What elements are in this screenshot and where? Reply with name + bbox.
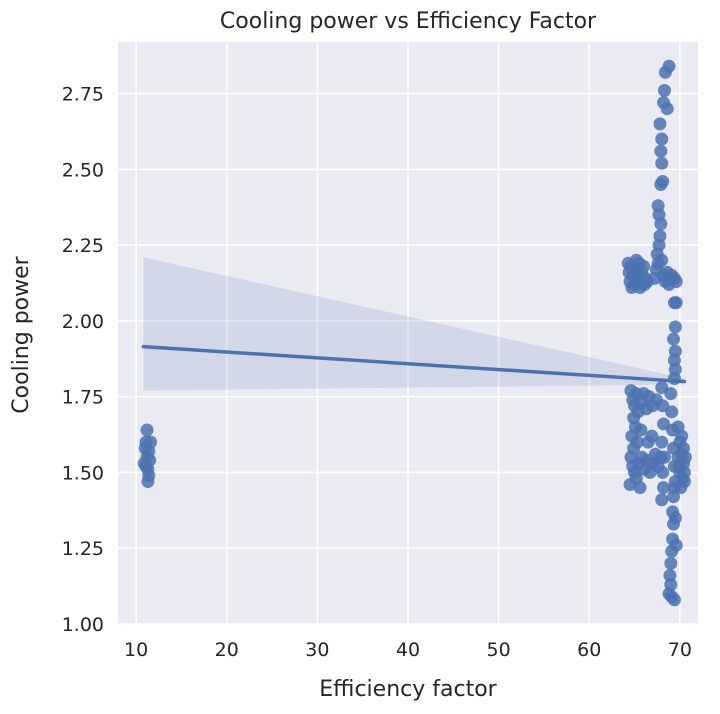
data-point (677, 475, 691, 489)
data-point (645, 429, 659, 443)
data-point (662, 59, 676, 73)
data-point (140, 423, 154, 437)
x-tick-label: 40 (396, 639, 420, 661)
data-point (655, 132, 669, 146)
data-point (669, 538, 683, 552)
x-tick-label: 60 (577, 639, 601, 661)
data-point (656, 465, 670, 479)
y-tick-label: 2.00 (62, 311, 104, 333)
data-point (653, 117, 667, 131)
data-point (675, 429, 689, 443)
data-point (669, 296, 683, 310)
data-point (656, 174, 670, 188)
tick-labels: 10 20 30 40 50 60 70 1.00 1.25 1.50 1.75 2.00 2.25 2.… (62, 84, 692, 661)
data-point (667, 332, 681, 346)
data-point (655, 253, 669, 267)
data-point (623, 478, 637, 492)
data-point (655, 435, 669, 449)
x-tick-label: 20 (215, 639, 239, 661)
data-point (657, 481, 671, 495)
data-point (638, 278, 652, 291)
grid-lines (118, 42, 698, 625)
x-tick-label: 30 (305, 639, 329, 661)
data-point (634, 423, 648, 437)
data-point (625, 281, 639, 295)
y-tick-label: 1.00 (62, 614, 104, 636)
data-point (665, 405, 679, 419)
data-point (653, 229, 667, 243)
data-point (660, 102, 674, 116)
x-tick-label: 70 (668, 639, 692, 661)
y-tick-label: 1.75 (62, 387, 104, 409)
chart-title: Cooling power vs Efficiency Factor (220, 9, 597, 34)
data-point (142, 444, 156, 458)
data-point (630, 435, 644, 449)
data-points (137, 59, 692, 607)
regression-line-layer (141, 344, 687, 384)
confidence-band (143, 257, 685, 391)
y-tick-label: 2.75 (62, 84, 104, 106)
data-point (655, 156, 669, 170)
data-point (655, 493, 669, 507)
data-point (668, 320, 682, 334)
data-point (654, 144, 668, 158)
y-tick-label: 1.50 (62, 462, 104, 484)
x-tick-label: 10 (124, 639, 148, 661)
y-tick-label: 2.50 (62, 159, 104, 181)
data-point (139, 459, 153, 473)
data-point (664, 387, 678, 401)
data-point (657, 84, 671, 97)
x-tick-label: 50 (487, 639, 511, 661)
data-point (629, 253, 643, 267)
y-tick-label: 2.25 (62, 235, 104, 257)
data-point (651, 199, 665, 213)
regression-line (141, 344, 687, 384)
data-point (657, 450, 671, 464)
y-axis-title: Cooling power (9, 255, 34, 413)
y-tick-label: 1.25 (62, 538, 104, 560)
data-point (669, 274, 683, 288)
x-axis-title: Efficiency factor (319, 677, 497, 702)
confidence-band-layer (143, 257, 685, 391)
data-point (631, 268, 645, 282)
data-point (668, 511, 682, 525)
data-point (667, 593, 681, 607)
data-point (667, 371, 681, 385)
data-point (664, 556, 678, 570)
data-point (671, 450, 685, 464)
data-point (633, 481, 647, 495)
